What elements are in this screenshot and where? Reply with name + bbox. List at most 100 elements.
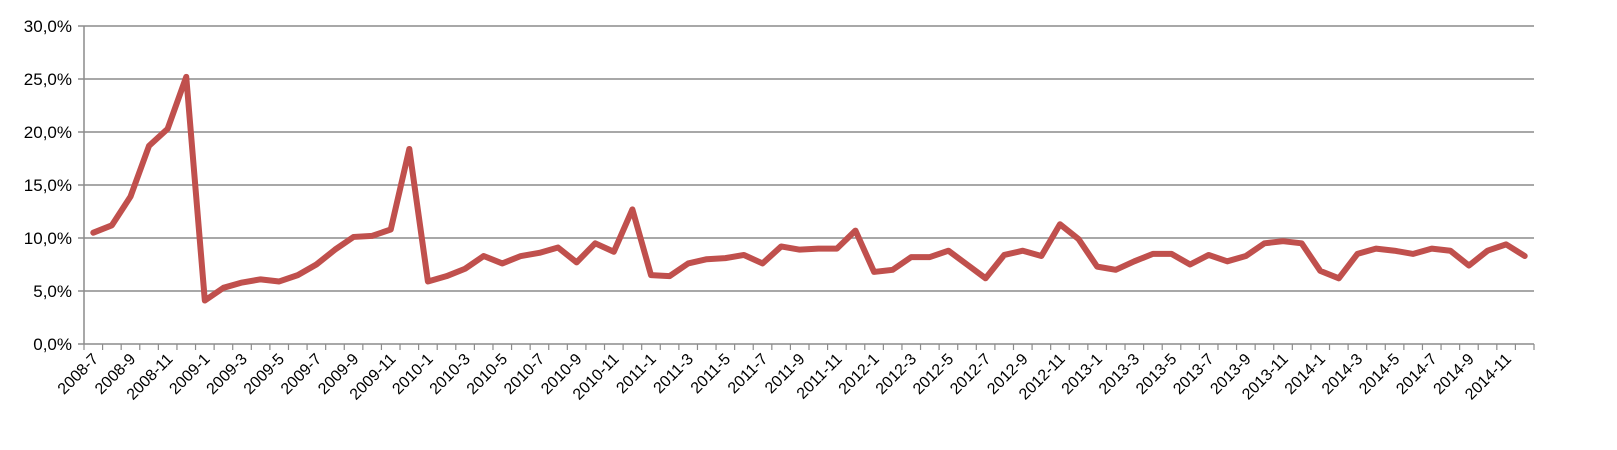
data-point bbox=[760, 261, 765, 266]
data-point bbox=[574, 260, 579, 265]
data-point bbox=[853, 228, 858, 233]
data-point bbox=[146, 143, 152, 148]
data-point bbox=[258, 277, 263, 282]
data-point bbox=[332, 247, 338, 252]
data-point bbox=[1150, 251, 1156, 257]
y-tick-label: 15,0% bbox=[24, 176, 72, 195]
data-point bbox=[109, 223, 115, 228]
data-point bbox=[518, 253, 524, 259]
x-tick-label: 2013-5 bbox=[1133, 351, 1180, 398]
data-point bbox=[704, 257, 709, 262]
data-point bbox=[1262, 241, 1267, 246]
data-point bbox=[388, 227, 393, 232]
data-point bbox=[1132, 259, 1137, 264]
x-tick-label: 2010-5 bbox=[464, 351, 511, 398]
data-point bbox=[1001, 252, 1007, 258]
data-point bbox=[723, 255, 728, 261]
data-point bbox=[797, 247, 802, 252]
data-point bbox=[927, 254, 933, 260]
data-point bbox=[816, 246, 821, 251]
data-point bbox=[593, 241, 598, 246]
x-tick-label: 2012-3 bbox=[873, 351, 920, 398]
data-point bbox=[276, 279, 282, 284]
x-tick-label: 2008-7 bbox=[55, 351, 102, 398]
y-tick-label: 5,0% bbox=[33, 282, 72, 301]
data-point bbox=[165, 126, 170, 132]
x-tick-label: 2012-5 bbox=[910, 351, 957, 398]
x-tick-label: 2014-3 bbox=[1319, 351, 1366, 398]
data-point bbox=[1057, 222, 1063, 227]
data-point bbox=[444, 273, 449, 279]
data-point bbox=[964, 262, 970, 267]
data-point bbox=[351, 234, 356, 240]
data-point bbox=[741, 252, 747, 258]
data-point bbox=[1429, 246, 1434, 251]
data-point bbox=[184, 74, 189, 80]
x-tick-label: 2011-3 bbox=[651, 351, 697, 397]
data-point bbox=[537, 250, 542, 256]
data-point bbox=[462, 266, 468, 271]
data-point bbox=[425, 279, 431, 284]
data-point bbox=[239, 280, 245, 285]
x-tick-label: 2010-3 bbox=[427, 351, 474, 398]
x-tick-label: 2010-7 bbox=[501, 351, 548, 398]
data-point bbox=[1113, 267, 1118, 272]
x-tick-label: 2009-1 bbox=[166, 351, 213, 398]
data-point bbox=[909, 254, 914, 260]
x-tick-label: 2011-1 bbox=[613, 351, 659, 397]
data-point bbox=[1373, 246, 1379, 251]
data-point bbox=[1206, 252, 1211, 258]
x-tick-label: 2013-7 bbox=[1170, 351, 1217, 398]
data-point bbox=[202, 298, 208, 303]
data-point bbox=[1355, 251, 1360, 257]
x-tick-label: 2013-1 bbox=[1059, 351, 1106, 398]
series-line bbox=[90, 73, 1528, 304]
data-point bbox=[407, 146, 412, 152]
data-point bbox=[871, 269, 877, 275]
y-tick-label: 20,0% bbox=[24, 123, 72, 142]
data-point bbox=[630, 207, 635, 212]
data-point bbox=[500, 261, 505, 266]
data-point bbox=[1187, 262, 1193, 267]
data-point bbox=[983, 276, 988, 281]
y-tick-label: 30,0% bbox=[24, 17, 72, 36]
data-point bbox=[1392, 248, 1397, 253]
data-point bbox=[1169, 251, 1174, 257]
data-point bbox=[555, 245, 561, 250]
data-point bbox=[1299, 241, 1304, 246]
data-point bbox=[1503, 242, 1509, 247]
data-point bbox=[314, 262, 319, 267]
data-point bbox=[1039, 253, 1044, 259]
data-point bbox=[1020, 248, 1025, 253]
x-tick-label: 2012-7 bbox=[947, 351, 994, 398]
x-tick-label: 2009-5 bbox=[241, 351, 288, 398]
data-point bbox=[834, 246, 840, 251]
x-tick-label: 2013-3 bbox=[1096, 351, 1143, 398]
data-point bbox=[128, 194, 133, 199]
data-point bbox=[1522, 253, 1527, 259]
data-point bbox=[1280, 238, 1286, 244]
x-axis: 2008-72008-92008-112009-12009-32009-5200… bbox=[55, 343, 1535, 404]
data-point bbox=[946, 248, 951, 253]
data-point bbox=[611, 249, 617, 254]
data-point bbox=[1243, 253, 1249, 259]
x-tick-label: 2014-5 bbox=[1356, 351, 1403, 398]
x-tick-label: 2014-1 bbox=[1282, 351, 1329, 398]
x-tick-label: 2011-7 bbox=[725, 351, 771, 397]
data-point bbox=[778, 244, 784, 249]
y-tick-label: 10,0% bbox=[24, 229, 72, 248]
data-point bbox=[1336, 276, 1342, 281]
x-tick-label: 2014-7 bbox=[1393, 351, 1440, 398]
y-tick-label: 0,0% bbox=[33, 335, 72, 354]
x-tick-label: 2011-5 bbox=[688, 351, 734, 397]
data-point bbox=[1094, 264, 1100, 269]
data-point bbox=[1076, 236, 1081, 242]
series-layer bbox=[90, 73, 1528, 304]
data-point bbox=[1318, 268, 1323, 274]
data-point bbox=[890, 267, 895, 272]
x-tick-label: 2010-1 bbox=[389, 351, 436, 398]
data-point bbox=[1466, 263, 1472, 268]
data-point bbox=[221, 285, 226, 291]
data-point bbox=[667, 273, 672, 279]
x-tick-label: 2012-1 bbox=[836, 351, 883, 398]
